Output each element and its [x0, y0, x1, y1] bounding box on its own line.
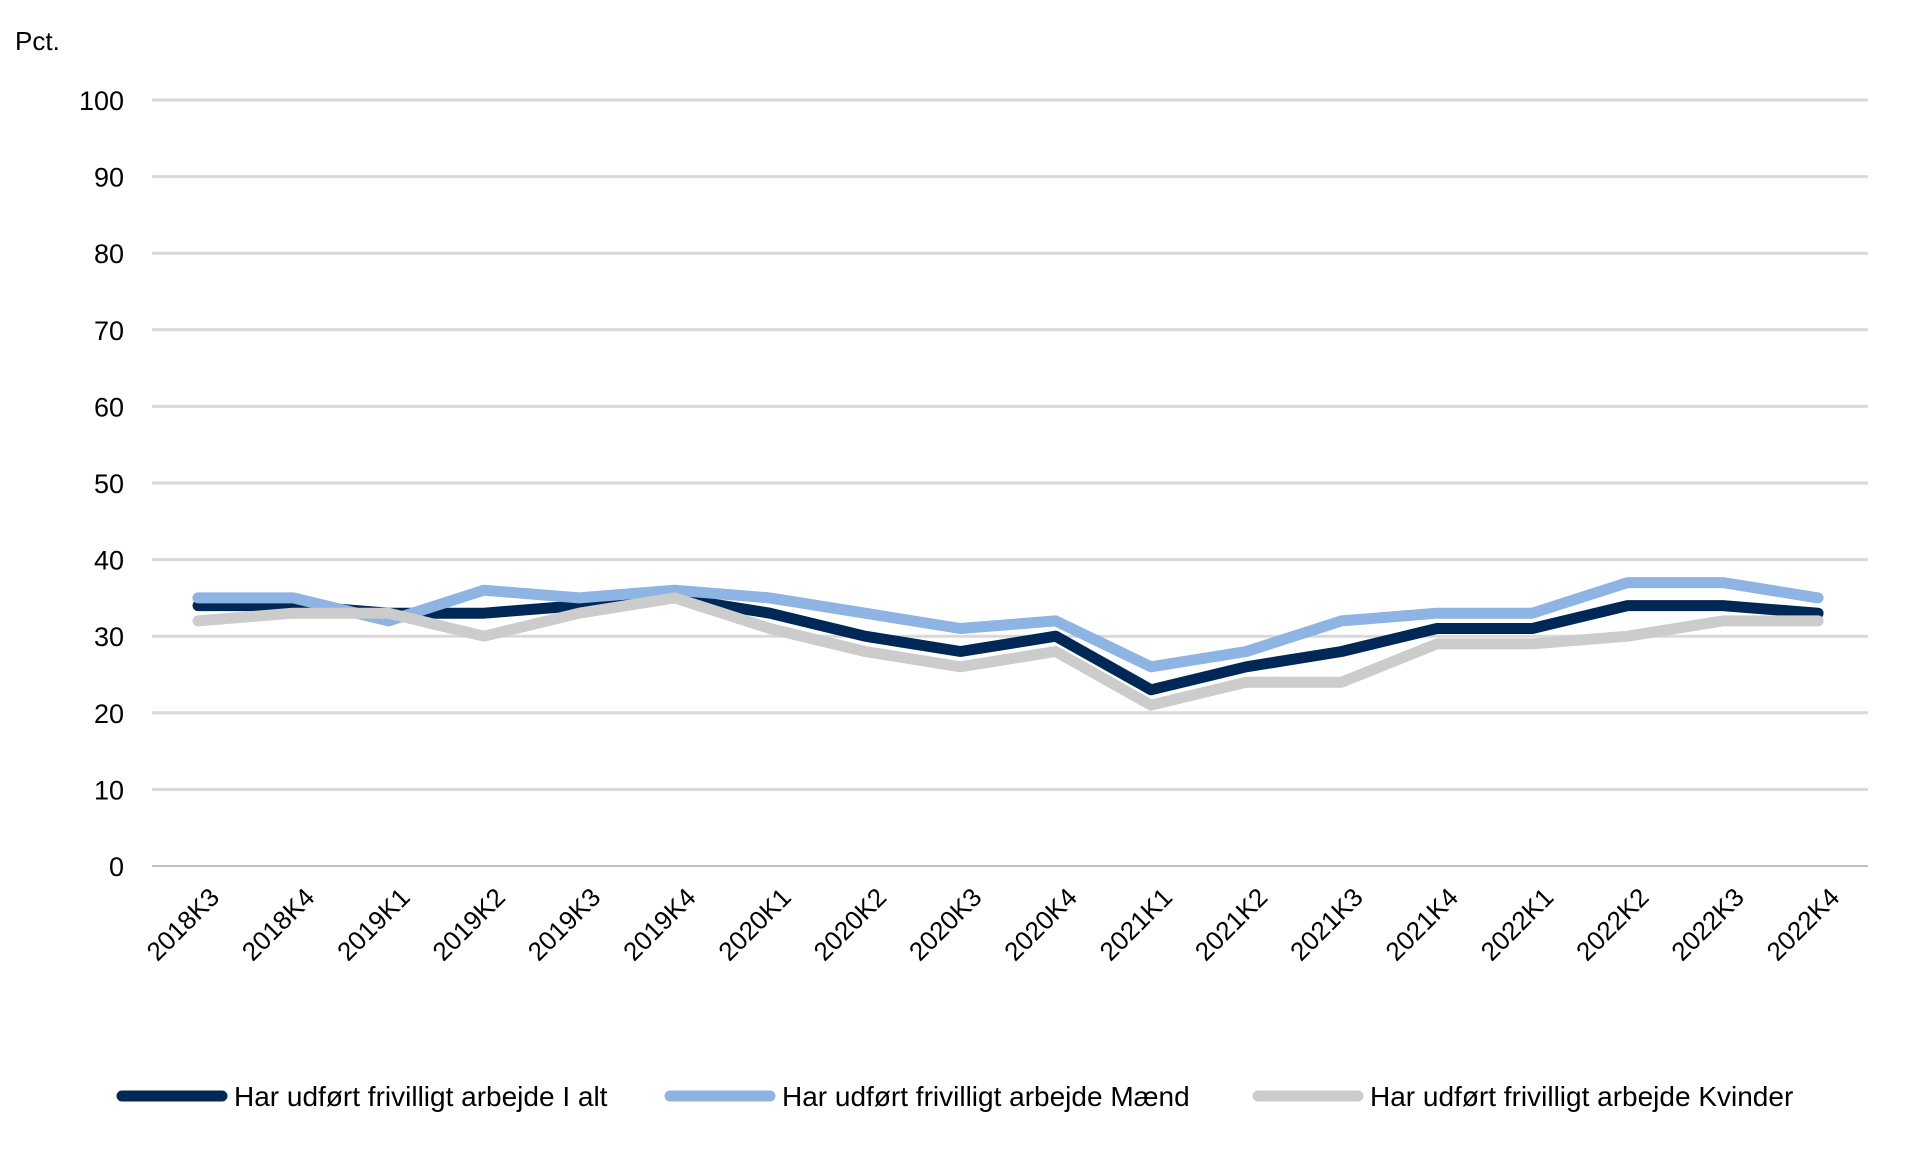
x-tick-label: 2019K2 [426, 882, 511, 967]
y-tick-label: 0 [109, 852, 124, 882]
gridlines [152, 98, 1868, 867]
series-line-2 [192, 577, 1824, 673]
x-tick-label: 2020K3 [903, 882, 988, 967]
series-lines [192, 577, 1824, 711]
legend-label: Har udført frivilligt arbejde Mænd [782, 1081, 1190, 1112]
x-tick-label: 2019K3 [522, 882, 607, 967]
y-tick-label: 40 [94, 546, 124, 576]
x-tick-label: 2021K4 [1379, 882, 1464, 967]
y-unit-label: Pct. [15, 26, 60, 56]
x-tick-label: 2021K1 [1094, 882, 1179, 967]
x-tick-label: 2019K1 [331, 882, 416, 967]
series-line-3 [192, 592, 1824, 711]
y-tick-label: 10 [94, 775, 124, 805]
x-tick-label: 2018K3 [141, 882, 226, 967]
x-tick-label: 2022K4 [1761, 882, 1846, 967]
y-tick-label: 60 [94, 392, 124, 422]
x-tick-label: 2022K1 [1475, 882, 1560, 967]
y-tick-label: 90 [94, 163, 124, 193]
legend: Har udført frivilligt arbejde I alt Har u… [116, 1081, 1793, 1112]
x-tick-label: 2022K3 [1665, 882, 1750, 967]
x-tick-label: 2022K2 [1570, 882, 1655, 967]
series-line-1 [192, 592, 1824, 696]
x-axis-ticks: 2018K3 2018K4 2019K1 2019K2 2019K3 2019K4 2020… [141, 882, 1846, 967]
x-tick-label: 2018K4 [236, 882, 321, 967]
legend-label: Har udført frivilligt arbejde I alt [234, 1081, 608, 1112]
y-tick-label: 50 [94, 469, 124, 499]
y-tick-label: 20 [94, 699, 124, 729]
x-tick-label: 2021K3 [1284, 882, 1369, 967]
y-tick-label: 100 [79, 86, 124, 116]
x-tick-label: 2021K2 [1189, 882, 1274, 967]
x-tick-label: 2020K1 [712, 882, 797, 967]
x-tick-label: 2019K4 [617, 882, 702, 967]
x-tick-label: 2020K2 [808, 882, 893, 967]
legend-label: Har udført frivilligt arbejde Kvinder [1370, 1081, 1793, 1112]
y-tick-label: 70 [94, 316, 124, 346]
x-tick-label: 2020K4 [998, 882, 1083, 967]
y-tick-label: 80 [94, 239, 124, 269]
y-axis-ticks: 0 10 20 30 40 50 60 70 80 90 100 [79, 86, 124, 882]
y-tick-label: 30 [94, 622, 124, 652]
